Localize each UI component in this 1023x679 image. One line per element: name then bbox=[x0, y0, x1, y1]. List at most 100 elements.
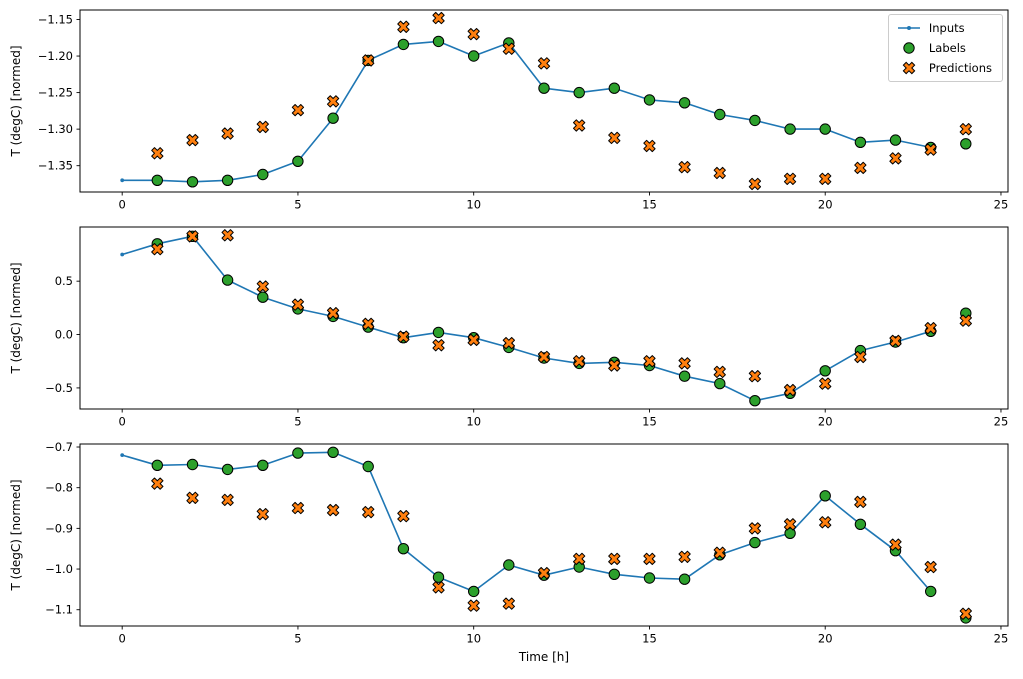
x-tick-label: 5 bbox=[294, 415, 301, 429]
labels-marker bbox=[573, 86, 585, 99]
predictions-marker bbox=[643, 139, 656, 153]
predictions-marker bbox=[537, 566, 551, 580]
predictions-marker bbox=[678, 160, 691, 174]
predictions-marker bbox=[326, 307, 340, 320]
predictions-marker bbox=[889, 152, 902, 165]
legend-label-inputs: Inputs bbox=[928, 21, 965, 35]
predictions-marker bbox=[362, 505, 375, 519]
predictions-marker bbox=[608, 552, 621, 566]
predictions-marker bbox=[889, 538, 902, 551]
predictions-marker bbox=[326, 95, 340, 108]
x-tick-label: 20 bbox=[818, 415, 833, 429]
labels-marker bbox=[432, 326, 445, 339]
x-tick-label: 0 bbox=[119, 415, 126, 429]
predictions-marker bbox=[221, 127, 234, 140]
labels-marker bbox=[186, 458, 199, 471]
legend: Inputs Labels Predictions bbox=[887, 14, 1003, 82]
predictions-marker bbox=[924, 560, 937, 574]
predictions-marker bbox=[256, 280, 269, 293]
predictions-marker bbox=[819, 172, 832, 185]
predictions-marker bbox=[432, 339, 445, 352]
predictions-marker bbox=[924, 143, 937, 156]
y-axis-label: T (degC) [normed] bbox=[9, 262, 23, 374]
labels-marker bbox=[784, 123, 796, 135]
labels-marker bbox=[432, 571, 445, 583]
x-tick-label: 25 bbox=[994, 415, 1009, 429]
y-tick-label: 0.5 bbox=[55, 274, 73, 288]
inputs-line bbox=[121, 235, 931, 402]
predictions-marker bbox=[959, 314, 972, 327]
labels-marker bbox=[432, 35, 445, 48]
x-tick-label: 5 bbox=[294, 198, 301, 212]
y-axis-label: T (degC) [normed] bbox=[9, 479, 23, 591]
y-tick-label: −0.9 bbox=[45, 521, 73, 535]
predictions-marker bbox=[854, 161, 867, 175]
x-tick-label: 10 bbox=[466, 632, 481, 646]
predictions-marker bbox=[362, 54, 375, 67]
legend-circle-sample bbox=[903, 42, 915, 54]
predictions-marker bbox=[713, 546, 726, 559]
predictions-marker bbox=[256, 507, 269, 521]
y-tick-label: −1.0 bbox=[45, 562, 73, 576]
y-tick-label: −1.20 bbox=[38, 49, 73, 63]
predictions-marker bbox=[643, 355, 656, 368]
labels-marker bbox=[749, 395, 761, 407]
axes-background bbox=[80, 444, 1008, 626]
predictions-marker bbox=[397, 20, 410, 33]
labels-marker bbox=[819, 490, 831, 502]
labels-marker bbox=[292, 447, 304, 459]
inputs-line bbox=[122, 40, 931, 183]
x-axis-label: Time [h] bbox=[518, 650, 569, 664]
y-tick-label: −0.5 bbox=[45, 381, 73, 395]
labels-marker bbox=[397, 38, 410, 51]
subplot-3: 0 5 10 15 20 25 −0.7 −0.8 −0.9 −1.0 −1.1 T (degC) [… bbox=[9, 440, 1009, 646]
labels-marker bbox=[854, 136, 867, 149]
labels-marker bbox=[397, 543, 410, 555]
labels-marker bbox=[257, 459, 269, 471]
y-axis-label: T (degC) [normed] bbox=[9, 45, 23, 157]
labels-circle-icon bbox=[903, 42, 915, 54]
labels-marker bbox=[468, 585, 480, 598]
x-tick-label: 25 bbox=[994, 632, 1009, 646]
predictions-marker bbox=[819, 516, 832, 529]
labels-marker bbox=[643, 572, 656, 584]
x-tick-label: 25 bbox=[994, 198, 1009, 212]
predictions-marker bbox=[151, 147, 164, 160]
x-tick-label: 0 bbox=[119, 632, 126, 646]
inputs-point-marker bbox=[120, 453, 125, 457]
y-tick-label: −0.8 bbox=[45, 481, 73, 495]
predictions-marker bbox=[713, 166, 726, 180]
labels-marker bbox=[608, 82, 620, 94]
predictions-marker bbox=[467, 27, 480, 41]
labels-marker bbox=[749, 536, 761, 549]
predictions-marker bbox=[186, 491, 199, 505]
labels-marker bbox=[151, 174, 164, 187]
labels-marker bbox=[221, 463, 234, 476]
axes-border bbox=[79, 443, 1009, 627]
x-tick-label: 20 bbox=[818, 632, 833, 646]
labels-marker bbox=[221, 274, 234, 286]
predictions-x-icon bbox=[902, 61, 916, 75]
labels-marker bbox=[257, 168, 269, 181]
inputs-line-icon bbox=[897, 26, 920, 30]
predictions-marker bbox=[502, 336, 516, 350]
predictions-marker bbox=[151, 242, 164, 256]
predictions-marker bbox=[467, 333, 480, 347]
subplot-2: 0 5 10 15 20 25 0.5 0.0 −0.5 T (degC) [normed] bbox=[9, 226, 1009, 429]
predictions-marker bbox=[502, 42, 516, 55]
predictions-marker bbox=[783, 518, 797, 531]
labels-marker bbox=[221, 174, 234, 187]
legend-label-predictions: Predictions bbox=[928, 61, 992, 75]
predictions-marker bbox=[537, 350, 551, 364]
predictions-marker bbox=[291, 103, 305, 117]
labels-marker bbox=[819, 123, 831, 135]
labels-marker bbox=[257, 291, 269, 303]
legend-item-predictions: Predictions bbox=[896, 60, 992, 76]
labels-marker bbox=[925, 585, 937, 598]
predictions-marker bbox=[326, 503, 340, 517]
labels-marker bbox=[854, 518, 867, 530]
y-tick-label: −1.30 bbox=[38, 122, 73, 136]
labels-marker bbox=[784, 527, 796, 539]
predictions-marker bbox=[643, 552, 656, 566]
